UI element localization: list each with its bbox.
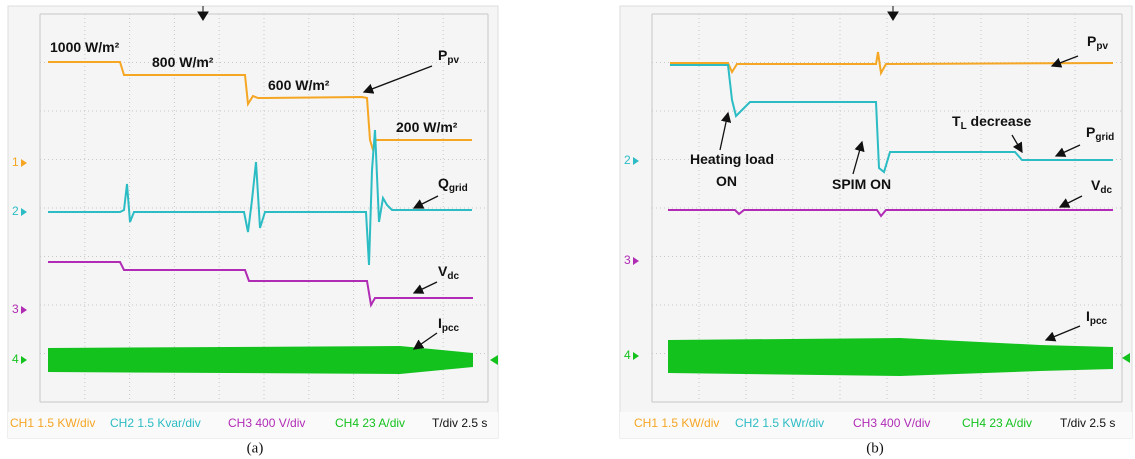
annotation-text: ON: [716, 173, 737, 189]
annotation: 600 W/m²: [268, 77, 330, 93]
channel-setting: CH1 1.5 KW/div: [10, 416, 95, 430]
annotation-subscript: dc: [1100, 185, 1112, 196]
annotation-subscript: grid: [449, 183, 468, 194]
annotation-subscript: pcc: [1090, 316, 1108, 327]
channel-setting: CH3 400 V/div: [853, 416, 930, 430]
annotation-text: Q: [438, 175, 449, 191]
channel-setting: CH2 1.5 KWr/div: [735, 416, 824, 430]
channel-marker: 1: [12, 155, 19, 169]
channel-setting: CH3 400 V/div: [228, 416, 305, 430]
annotation: 1000 W/m²: [50, 39, 120, 55]
annotation-subscript: grid: [1095, 132, 1114, 143]
annotation: 200 W/m²: [396, 119, 458, 135]
trace-ch4: [48, 346, 473, 374]
annotation: SPIM ON: [832, 176, 891, 192]
channel-marker: 4: [12, 352, 19, 366]
annotation-text: decrease: [967, 113, 1032, 129]
annotation-text: 200 W/m²: [396, 119, 458, 135]
annotation-text: Heating load: [690, 151, 774, 167]
channel-setting: CH4 23 A/div: [335, 416, 405, 430]
annotation-text: SPIM ON: [832, 176, 891, 192]
annotation-text: P: [1086, 124, 1095, 140]
annotation: ON: [716, 173, 737, 189]
channel-setting: CH4 23 A/div: [962, 416, 1032, 430]
channel-marker: 3: [12, 302, 19, 316]
channel-marker: 2: [12, 204, 19, 218]
annotation-text: 1000 W/m²: [50, 39, 120, 55]
annotation-text: 600 W/m²: [268, 77, 330, 93]
annotation: 800 W/m²: [152, 54, 214, 70]
channel-setting: CH2 1.5 Kvar/div: [110, 416, 201, 430]
scope-panel-a: 1000 W/m² 800 W/m² 600 W/m² 200 W/m² Ppv Qgri…: [8, 6, 498, 438]
annotation-subscript: pv: [447, 55, 459, 66]
channel-setting: T/div 2.5 s: [432, 416, 487, 430]
annotation-text: 800 W/m²: [152, 54, 214, 70]
annotation-subscript: dc: [447, 271, 459, 282]
channel-marker: 4: [624, 348, 631, 362]
caption: (b): [866, 440, 884, 456]
channel-setting: T/div 2.5 s: [1060, 416, 1115, 430]
channel-setting: CH1 1.5 KW/div: [634, 416, 719, 430]
scope-frame: [8, 6, 498, 438]
figure: 1000 W/m² 800 W/m² 600 W/m² 200 W/m² Ppv Qgri…: [0, 0, 1135, 459]
channel-marker: 2: [624, 153, 631, 167]
channel-marker: 3: [624, 253, 631, 267]
annotation: Heating load: [690, 151, 774, 167]
annotation-text: P: [1087, 33, 1096, 49]
annotation-subscript: pcc: [442, 323, 460, 334]
caption: (a): [247, 440, 264, 456]
annotation-text: P: [438, 47, 447, 63]
annotation-subscript: pv: [1096, 41, 1108, 52]
